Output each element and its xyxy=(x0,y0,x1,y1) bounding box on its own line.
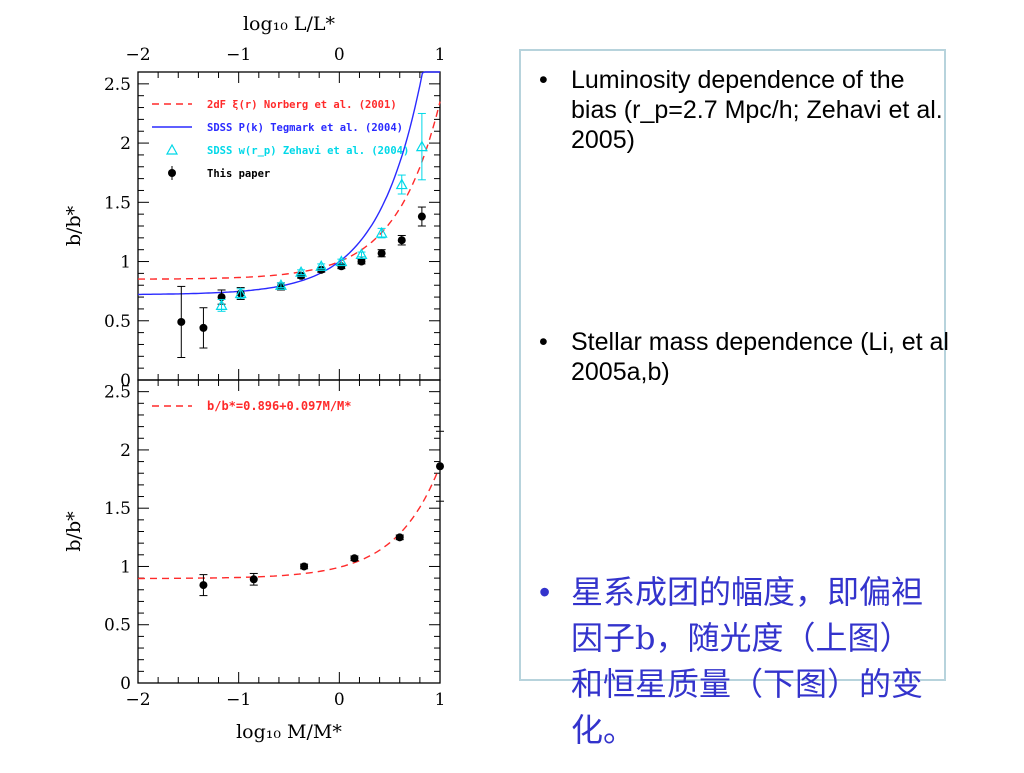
chart-svg: 0 0.5 1 1.5 2 2.5 b/b* −2 −1 0 1 log₁₀ L/L* 2dF ξ(r)… xyxy=(63,13,446,743)
bullet-list: • Luminosity dependence of the bias (r_p… xyxy=(521,51,949,749)
top-tick-label: 1 xyxy=(435,45,446,65)
tegmark-curve xyxy=(138,71,440,296)
fit-legend-label: b/b*=0.896+0.097M/M* xyxy=(207,399,352,413)
data-point xyxy=(350,554,359,563)
zehavi-point xyxy=(375,226,388,238)
x-tick-label: −2 xyxy=(125,690,150,710)
y-axis-label: b/b* xyxy=(63,511,85,552)
data-point xyxy=(397,236,406,245)
fit-curve xyxy=(138,465,441,580)
bias-figure: 0 0.5 1 1.5 2 2.5 b/b* −2 −1 0 1 log₁₀ L/L* 2dF ξ(r)… xyxy=(40,0,460,768)
top-axis-label: log₁₀ L/L* xyxy=(243,13,336,35)
bullet-chinese-summary: • 星系成团的幅度，即偏袒因子b，随光度（上图）和恒星质量（下图）的变化。 xyxy=(521,569,941,753)
norberg-curve xyxy=(138,101,441,280)
x-tick-label: 0 xyxy=(334,690,345,710)
x-tick-label: −1 xyxy=(226,690,251,710)
data-point xyxy=(300,562,309,571)
y-tick-label: 1 xyxy=(120,557,131,577)
data-point xyxy=(199,581,208,590)
zehavi-point xyxy=(274,278,287,290)
bullet-marker: • xyxy=(539,66,548,94)
data-point xyxy=(357,257,366,266)
bullet-luminosity-text: Luminosity dependence of the bias (r_p=2… xyxy=(571,66,943,154)
legend-label: SDSS w(r_p) Zehavi et al. (2004) xyxy=(207,145,409,157)
legend-label: 2dF ξ(r) Norberg et al. (2001) xyxy=(207,99,397,111)
x-tick-label: 1 xyxy=(435,690,446,710)
y-tick-label: 0.5 xyxy=(104,616,131,636)
data-point xyxy=(436,462,444,471)
plot-frame-top xyxy=(137,71,441,381)
legend-zehavi-swatch xyxy=(165,143,179,155)
data-point xyxy=(177,317,186,326)
zehavi-point xyxy=(315,260,328,271)
data-point xyxy=(377,249,386,258)
zehavi-point xyxy=(215,299,228,310)
zehavi-point xyxy=(355,248,368,260)
text-box: • Luminosity dependence of the bias (r_p… xyxy=(519,49,949,749)
y-tick-label: 0.5 xyxy=(104,312,131,332)
bullet-luminosity: • Luminosity dependence of the bias (r_p… xyxy=(521,65,951,155)
top-tick-label: −2 xyxy=(125,45,150,65)
x-axis-label: log₁₀ M/M* xyxy=(236,721,342,743)
bullet-stellar-mass: • Stellar mass dependence (Li, et al 200… xyxy=(521,327,951,387)
zehavi-point xyxy=(415,140,428,152)
legend-label: This paper xyxy=(207,168,270,180)
zehavi-point xyxy=(295,265,308,277)
y-tick-label: 0 xyxy=(120,371,131,391)
bullet-marker: • xyxy=(539,574,551,610)
bullet-stellar-mass-text: Stellar mass dependence (Li, et al 2005a… xyxy=(571,328,949,386)
bullet-chinese-summary-text: 星系成团的幅度，即偏袒因子b，随光度（上图）和恒星质量（下图）的变化。 xyxy=(571,573,924,749)
y-tick-label: 0 xyxy=(120,674,131,694)
y-tick-label: 1 xyxy=(120,253,131,273)
y-tick-label: 1.5 xyxy=(104,193,131,213)
data-point xyxy=(395,533,404,542)
data-point xyxy=(249,575,258,584)
plot-frame-bottom xyxy=(137,379,441,684)
legend-label: SDSS P(k) Tegmark et al. (2004) xyxy=(207,122,403,134)
y-axis-label: b/b* xyxy=(63,205,85,246)
y-tick-label: 2 xyxy=(120,441,131,461)
y-tick-label: 2.5 xyxy=(104,75,131,95)
zehavi-point xyxy=(335,255,348,267)
bullet-marker: • xyxy=(539,328,548,356)
top-tick-label: −1 xyxy=(226,45,251,65)
zehavi-point xyxy=(234,287,247,299)
top-tick-label: 0 xyxy=(334,45,345,65)
zehavi-point xyxy=(395,178,408,190)
data-point xyxy=(417,212,426,221)
y-tick-label: 1.5 xyxy=(104,499,131,519)
y-tick-label: 2 xyxy=(120,134,131,154)
y-tick-label: 2.5 xyxy=(104,383,131,403)
data-point xyxy=(199,323,208,332)
